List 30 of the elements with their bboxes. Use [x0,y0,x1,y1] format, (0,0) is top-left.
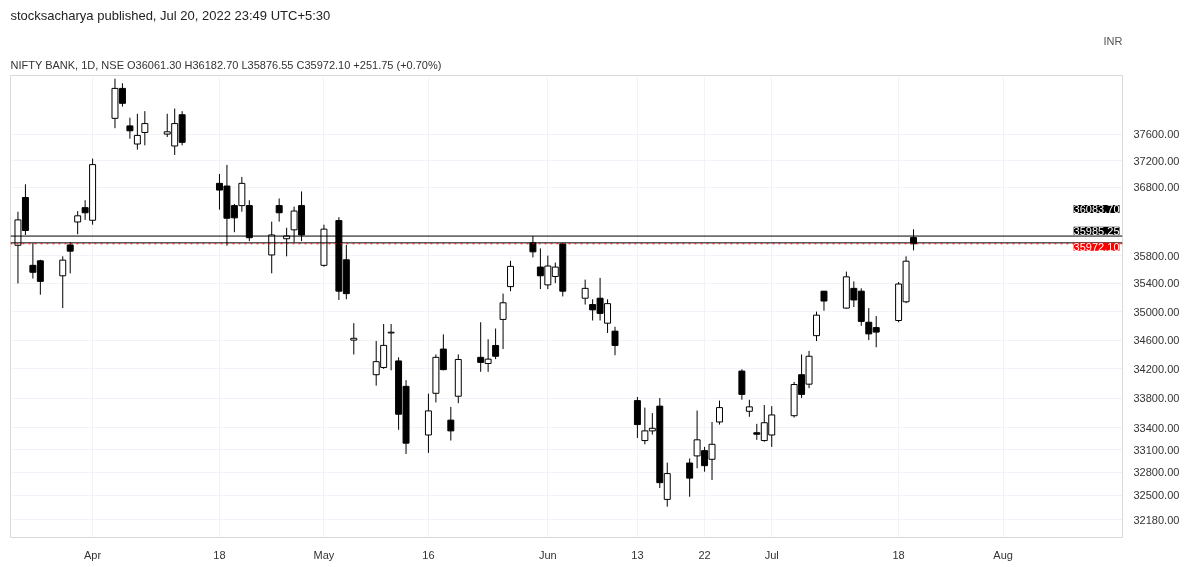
x-tick-label: Apr [84,548,102,561]
x-tick-label: Aug [993,548,1013,561]
x-tick-label: Jul [764,548,779,561]
x-tick-label: 18 [892,548,905,561]
y-tick-label: 35800.00 [1133,249,1180,262]
y-tick-label: 33400.00 [1133,421,1180,434]
x-tick-label: 22 [698,548,711,561]
y-tick-label: 32800.00 [1133,466,1180,479]
y-tick-label: 33800.00 [1133,392,1180,405]
x-tick-label: 18 [213,548,226,561]
y-tick-label: 32500.00 [1133,489,1180,502]
x-tick-label: 16 [422,548,435,561]
legend-label: 35985.25 [1073,224,1120,237]
ref-line-label: 36083.70 [1073,203,1120,216]
y-tick-label: 37600.00 [1133,128,1180,141]
y-tick-label: 34200.00 [1133,362,1180,375]
x-tick-label: 13 [631,548,644,561]
y-tick-label: 37200.00 [1133,154,1180,167]
y-tick-label: 32180.00 [1133,513,1180,526]
x-tick-label: Jun [538,548,557,561]
y-tick-label: 34600.00 [1133,334,1180,347]
y-tick-label: 33100.00 [1133,443,1180,456]
x-tick-label: May [313,548,335,561]
y-tick-label: 36800.00 [1133,181,1180,194]
chart-subtitle: stocksacharya published, Jul 20, 2022 23:49 UTC+5:30 [10,7,331,23]
chart-title: NIFTY BANK, 1D, NSE O36061.30 H36182.70 L35876.55 C35972.10 +251.75 (+0.70%) [10,58,442,71]
y-axis-title: INR [1103,34,1123,47]
y-tick-label: 35400.00 [1133,277,1180,290]
ref-line-label: 35972.10 [1073,240,1120,253]
y-tick-label: 35000.00 [1133,305,1180,318]
